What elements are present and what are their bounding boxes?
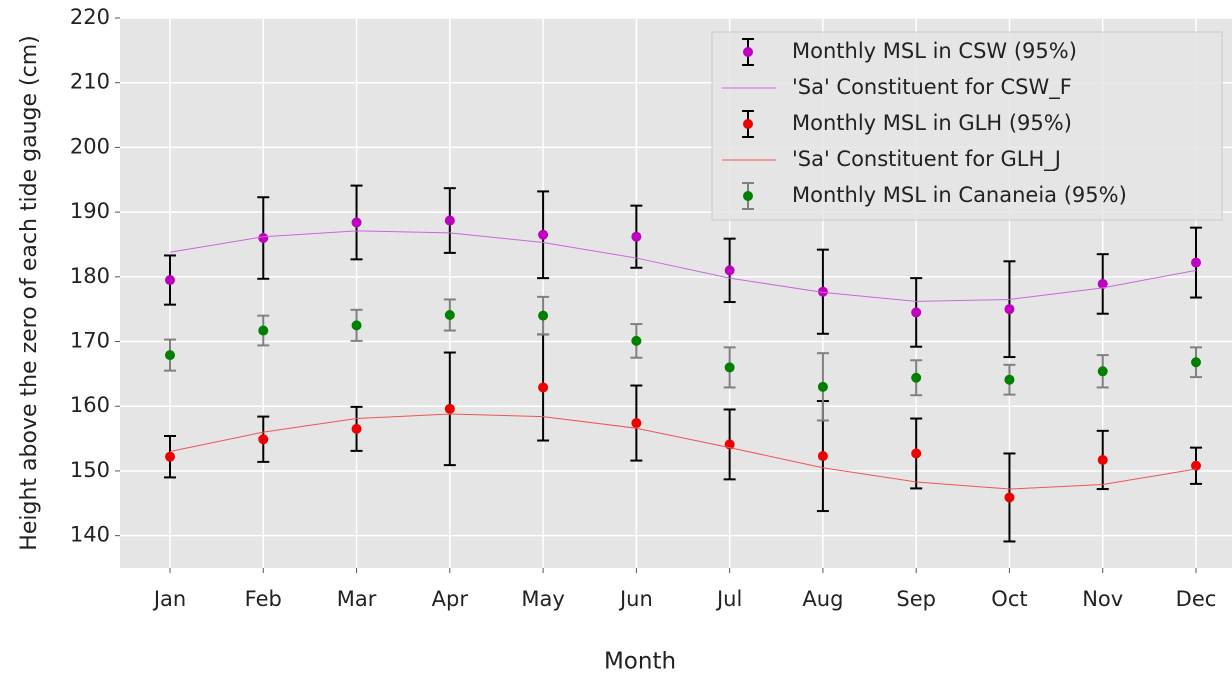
legend-marker	[743, 119, 753, 129]
point	[1097, 454, 1108, 465]
point	[538, 382, 549, 393]
legend-label: 'Sa' Constituent for CSW_F	[792, 75, 1072, 100]
point	[631, 418, 642, 429]
y-tick-label: 160	[70, 393, 110, 417]
point	[258, 434, 269, 445]
point	[351, 217, 362, 228]
point	[1097, 278, 1108, 289]
legend-label: Monthly MSL in Cananeia (95%)	[792, 183, 1127, 207]
x-tick-label: Oct	[991, 587, 1027, 611]
point	[911, 448, 922, 459]
point	[1097, 366, 1108, 377]
y-tick-label: 140	[70, 523, 110, 547]
y-tick-label: 200	[70, 134, 110, 158]
point	[351, 320, 362, 331]
sa-line	[169, 413, 1197, 490]
point	[444, 403, 455, 414]
point	[724, 265, 735, 276]
point	[911, 372, 922, 383]
point	[817, 286, 828, 297]
point	[911, 307, 922, 318]
point	[1004, 304, 1015, 315]
x-tick-label: Sep	[896, 587, 936, 611]
x-tick-label: Aug	[802, 587, 843, 611]
point	[817, 451, 828, 462]
point	[1191, 460, 1201, 471]
point	[538, 310, 549, 321]
legend-box	[711, 31, 1223, 221]
y-tick-label: 170	[70, 329, 110, 353]
sa-line	[169, 230, 1197, 302]
point	[1004, 492, 1015, 503]
legend-marker	[743, 47, 753, 57]
point	[1191, 257, 1201, 268]
legend-label: Monthly MSL in GLH (95%)	[792, 111, 1072, 135]
point	[444, 310, 455, 320]
point	[258, 233, 269, 243]
point	[165, 275, 175, 286]
point	[631, 335, 642, 346]
point	[1191, 357, 1201, 368]
legend-marker	[743, 191, 753, 201]
x-tick-label: Apr	[432, 587, 469, 611]
x-tick-label: Jul	[715, 587, 742, 611]
x-tick-label: May	[521, 587, 564, 611]
point	[817, 381, 828, 392]
y-tick-label: 180	[70, 264, 110, 288]
x-tick-label: Jan	[152, 587, 186, 611]
y-tick-label: 210	[70, 70, 110, 94]
legend-label: Monthly MSL in CSW (95%)	[792, 39, 1077, 63]
y-tick-label: 150	[70, 458, 110, 482]
x-axis-label: Month	[604, 649, 676, 674]
legend-label: 'Sa' Constituent for GLH_J	[792, 147, 1061, 172]
x-tick-label: Dec	[1176, 587, 1217, 611]
x-tick-label: Mar	[337, 587, 377, 611]
point	[538, 229, 549, 240]
point	[444, 215, 455, 226]
point	[258, 325, 269, 336]
point	[724, 362, 735, 373]
x-tick-label: Nov	[1082, 587, 1123, 611]
y-tick-label: 190	[70, 199, 110, 223]
y-axis-label: Height above the zero of each tide gauge…	[17, 35, 42, 550]
point	[351, 423, 362, 434]
y-tick-label: 220	[70, 5, 110, 29]
point	[165, 350, 175, 361]
point	[165, 451, 175, 462]
x-tick-label: Jun	[618, 587, 653, 611]
point	[1004, 374, 1015, 385]
x-tick-label: Feb	[245, 587, 282, 611]
point	[631, 231, 642, 242]
